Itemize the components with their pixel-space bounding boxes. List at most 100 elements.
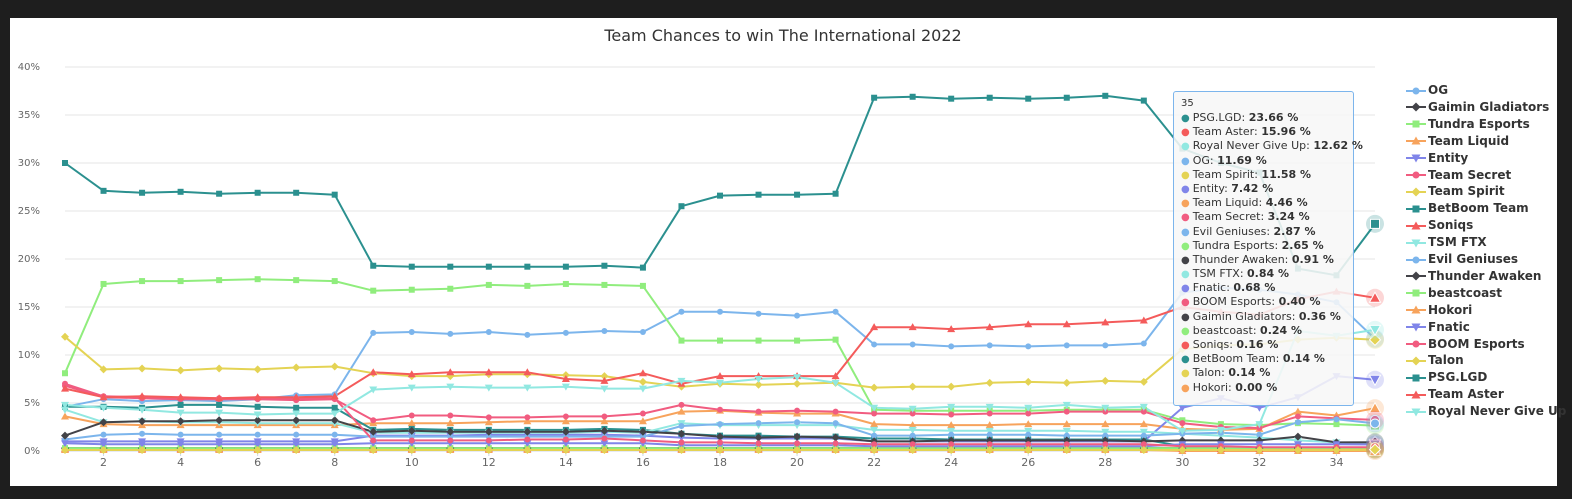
tooltip-series-name: PSG.LGD xyxy=(1192,111,1242,124)
point-og xyxy=(562,329,569,336)
legend-marker xyxy=(1411,305,1421,314)
legend-marker xyxy=(1412,87,1420,94)
point-talon xyxy=(754,446,763,455)
point-og xyxy=(601,328,608,334)
point-team-spirit xyxy=(253,365,262,374)
legend-item-evil-geniuses[interactable]: Evil Geniuses xyxy=(1406,251,1518,267)
tooltip-rows: ● PSG.LGD: 23.66 % ● Team Aster: 15.96 % ● Ro… xyxy=(1181,111,1363,395)
legend-label: Team Liquid xyxy=(1428,133,1510,148)
point-talon xyxy=(1293,446,1302,455)
point-team-secret xyxy=(1179,420,1186,427)
point-psg-lgd xyxy=(293,189,300,196)
point-royal-never-give-up xyxy=(215,409,224,417)
point-evil-geniuses xyxy=(293,431,300,438)
legend-item-hokori[interactable]: Hokori xyxy=(1406,302,1472,318)
tooltip-separator: : xyxy=(1252,323,1261,337)
point-team-liquid xyxy=(985,421,994,429)
point-team-secret xyxy=(871,410,878,417)
legend-marker xyxy=(1412,205,1420,213)
tooltip-row: ● Team Spirit: 11.58 % xyxy=(1181,168,1346,182)
tooltip-separator: : xyxy=(1221,366,1229,380)
tooltip-row: ● PSG.LGD: 23.66 % xyxy=(1181,111,1346,125)
point-team-liquid xyxy=(1101,420,1110,428)
point-og xyxy=(639,328,646,335)
point-fnatic xyxy=(561,440,570,448)
point-evil-geniuses xyxy=(1102,432,1109,439)
legend-marker xyxy=(1411,154,1421,163)
legend-item-team-liquid[interactable]: Team Liquid xyxy=(1406,133,1509,149)
legend-item-team-spirit[interactable]: Team Spirit xyxy=(1406,183,1505,199)
legend-label: BetBoom Team xyxy=(1428,201,1529,216)
point-talon xyxy=(369,446,378,455)
point-team-aster xyxy=(99,393,108,401)
tooltip-separator: : xyxy=(1266,224,1274,238)
legend-item-psg-lgd[interactable]: PSG.LGD xyxy=(1406,369,1487,385)
point-talon xyxy=(677,446,686,455)
point-psg-lgd xyxy=(485,263,492,270)
tooltip-series-name: BOOM Esports xyxy=(1192,295,1272,309)
tooltip-series-name: Team Secret xyxy=(1192,210,1261,224)
point-boom-esports xyxy=(524,436,531,443)
hover-point-team-aster xyxy=(1368,291,1382,303)
point-psg-lgd xyxy=(562,263,569,270)
point-boom-esports xyxy=(1102,441,1109,448)
point-boom-esports xyxy=(485,437,492,444)
point-tundra-esports xyxy=(601,281,608,288)
legend-item-entity[interactable]: Entity xyxy=(1406,150,1468,166)
point-tundra-esports xyxy=(447,285,454,292)
legend-item-gaimin-gladiators[interactable]: Gaimin Gladiators xyxy=(1406,99,1549,115)
y-tick-label: 40% xyxy=(18,62,40,73)
point-talon xyxy=(908,446,917,455)
point-royal-never-give-up xyxy=(561,383,570,391)
legend-item-team-aster[interactable]: Team Aster xyxy=(1406,386,1504,402)
point-team-aster xyxy=(446,368,455,376)
tooltip-series-name: Hokori xyxy=(1192,380,1229,394)
x-tick-label: 10 xyxy=(405,456,419,469)
point-tundra-esports xyxy=(62,370,68,377)
point-team-spirit xyxy=(292,363,301,372)
legend-symbol xyxy=(1406,256,1426,263)
point-fnatic xyxy=(61,440,69,448)
series-dot-icon: ● xyxy=(1181,368,1190,380)
y-tick-label: 5% xyxy=(24,398,40,409)
point-tsm-ftx xyxy=(947,427,956,435)
legend-item-team-secret[interactable]: Team Secret xyxy=(1406,167,1511,183)
tooltip-series-value: 2.87 % xyxy=(1273,224,1316,238)
point-evil-geniuses xyxy=(986,431,993,438)
legend-item-tundra-esports[interactable]: Tundra Esports xyxy=(1406,116,1530,132)
legend-symbol xyxy=(1406,323,1426,332)
point-team-spirit xyxy=(908,382,917,391)
point-talon xyxy=(1178,446,1187,455)
point-royal-never-give-up xyxy=(1062,401,1071,409)
point-talon xyxy=(1139,446,1148,455)
legend-marker xyxy=(1411,408,1421,417)
tooltip-row: ● Royal Never Give Up: 12.62 % xyxy=(1181,139,1363,153)
legend-item-boom-esports[interactable]: BOOM Esports xyxy=(1406,336,1525,352)
y-axis: 0% 5% 10% 15% 20% 25% 30% 35% 40% xyxy=(18,62,40,457)
legend-item-talon[interactable]: Talon xyxy=(1406,352,1464,368)
point-royal-never-give-up xyxy=(638,385,647,393)
legend-item-thunder-awaken[interactable]: Thunder Awaken xyxy=(1406,268,1541,284)
legend-label: Hokori xyxy=(1428,302,1473,317)
legend-label: Royal Never Give Up xyxy=(1428,404,1567,419)
legend-marker xyxy=(1412,374,1420,382)
legend-item-tsm-ftx[interactable]: TSM FTX xyxy=(1406,234,1487,250)
tooltip-series-name: Soniqs xyxy=(1192,338,1230,351)
point-talon xyxy=(330,446,339,455)
point-team-aster xyxy=(1062,320,1071,328)
legend-item-royal-never-give-up[interactable]: Royal Never Give Up xyxy=(1406,403,1566,419)
point-tundra-esports xyxy=(408,286,415,293)
legend-item-soniqs[interactable]: Soniqs xyxy=(1406,217,1473,233)
hover-point-team-liquid xyxy=(1368,401,1382,414)
point-royal-never-give-up xyxy=(99,404,108,412)
series-dot-icon: ● xyxy=(1181,127,1190,139)
point-team-spirit xyxy=(1101,376,1110,385)
point-boom-esports xyxy=(717,439,723,446)
legend-item-og[interactable]: OG xyxy=(1406,82,1448,98)
legend-item-beastcoast[interactable]: beastcoast xyxy=(1406,285,1502,301)
tooltip: 35 ● PSG.LGD: 23.66 % ● Team Aster: 15.96 %… xyxy=(1173,91,1363,406)
legend-item-fnatic[interactable]: Fnatic xyxy=(1406,319,1470,335)
legend-item-betboom-team[interactable]: BetBoom Team xyxy=(1406,200,1529,216)
series-dot-icon: ● xyxy=(1181,141,1190,153)
point-team-spirit xyxy=(600,372,609,381)
